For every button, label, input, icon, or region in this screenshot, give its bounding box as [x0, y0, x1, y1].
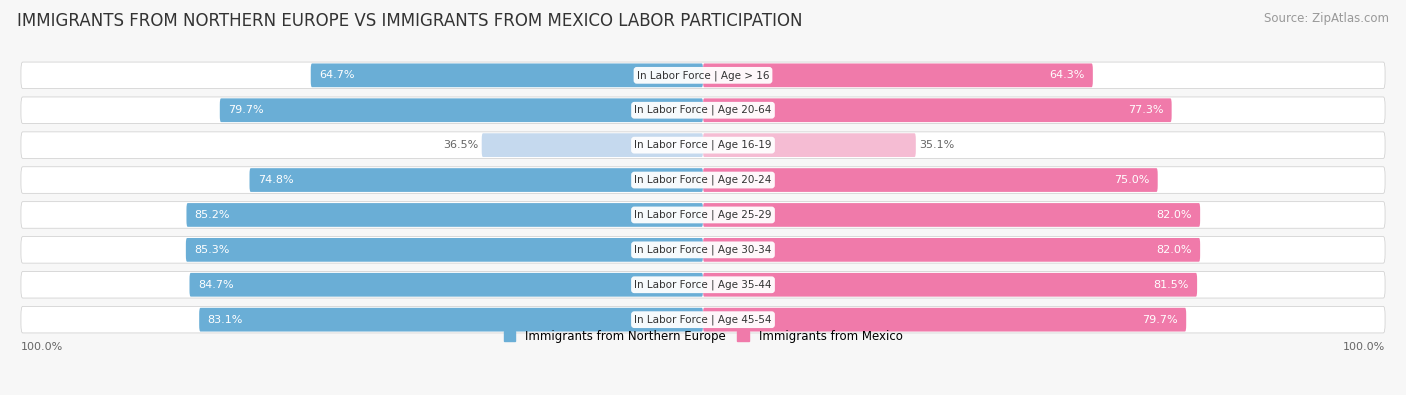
Text: 64.7%: 64.7%	[319, 70, 354, 80]
Text: 36.5%: 36.5%	[443, 140, 478, 150]
FancyBboxPatch shape	[703, 273, 1197, 297]
Text: 82.0%: 82.0%	[1156, 245, 1192, 255]
FancyBboxPatch shape	[311, 64, 703, 87]
FancyBboxPatch shape	[482, 133, 703, 157]
FancyBboxPatch shape	[703, 308, 1187, 331]
Text: 84.7%: 84.7%	[198, 280, 233, 290]
Text: 79.7%: 79.7%	[228, 105, 264, 115]
FancyBboxPatch shape	[21, 237, 1385, 263]
FancyBboxPatch shape	[21, 132, 1385, 158]
FancyBboxPatch shape	[703, 168, 1157, 192]
Text: 64.3%: 64.3%	[1049, 70, 1084, 80]
Text: 35.1%: 35.1%	[920, 140, 955, 150]
FancyBboxPatch shape	[200, 308, 703, 331]
Text: 82.0%: 82.0%	[1156, 210, 1192, 220]
Text: 100.0%: 100.0%	[1343, 342, 1385, 352]
Text: 74.8%: 74.8%	[257, 175, 294, 185]
Text: In Labor Force | Age 20-24: In Labor Force | Age 20-24	[634, 175, 772, 185]
Text: In Labor Force | Age 20-64: In Labor Force | Age 20-64	[634, 105, 772, 115]
Text: 79.7%: 79.7%	[1142, 315, 1178, 325]
Text: In Labor Force | Age 35-44: In Labor Force | Age 35-44	[634, 280, 772, 290]
FancyBboxPatch shape	[703, 133, 915, 157]
FancyBboxPatch shape	[703, 238, 1201, 262]
Text: 77.3%: 77.3%	[1128, 105, 1163, 115]
Text: 81.5%: 81.5%	[1153, 280, 1189, 290]
Text: 85.2%: 85.2%	[194, 210, 231, 220]
FancyBboxPatch shape	[187, 203, 703, 227]
FancyBboxPatch shape	[21, 271, 1385, 298]
Text: Source: ZipAtlas.com: Source: ZipAtlas.com	[1264, 12, 1389, 25]
Text: In Labor Force | Age 30-34: In Labor Force | Age 30-34	[634, 245, 772, 255]
FancyBboxPatch shape	[703, 64, 1092, 87]
Text: 85.3%: 85.3%	[194, 245, 229, 255]
Text: IMMIGRANTS FROM NORTHERN EUROPE VS IMMIGRANTS FROM MEXICO LABOR PARTICIPATION: IMMIGRANTS FROM NORTHERN EUROPE VS IMMIG…	[17, 12, 803, 30]
Text: In Labor Force | Age > 16: In Labor Force | Age > 16	[637, 70, 769, 81]
FancyBboxPatch shape	[21, 167, 1385, 193]
FancyBboxPatch shape	[703, 98, 1171, 122]
Text: 75.0%: 75.0%	[1114, 175, 1150, 185]
FancyBboxPatch shape	[21, 202, 1385, 228]
Text: In Labor Force | Age 45-54: In Labor Force | Age 45-54	[634, 314, 772, 325]
FancyBboxPatch shape	[190, 273, 703, 297]
FancyBboxPatch shape	[186, 238, 703, 262]
FancyBboxPatch shape	[21, 62, 1385, 88]
FancyBboxPatch shape	[703, 203, 1201, 227]
FancyBboxPatch shape	[219, 98, 703, 122]
FancyBboxPatch shape	[21, 97, 1385, 124]
Text: 83.1%: 83.1%	[208, 315, 243, 325]
Text: In Labor Force | Age 25-29: In Labor Force | Age 25-29	[634, 210, 772, 220]
Text: In Labor Force | Age 16-19: In Labor Force | Age 16-19	[634, 140, 772, 150]
Text: 100.0%: 100.0%	[21, 342, 63, 352]
Legend: Immigrants from Northern Europe, Immigrants from Mexico: Immigrants from Northern Europe, Immigra…	[499, 325, 907, 348]
FancyBboxPatch shape	[21, 307, 1385, 333]
FancyBboxPatch shape	[249, 168, 703, 192]
